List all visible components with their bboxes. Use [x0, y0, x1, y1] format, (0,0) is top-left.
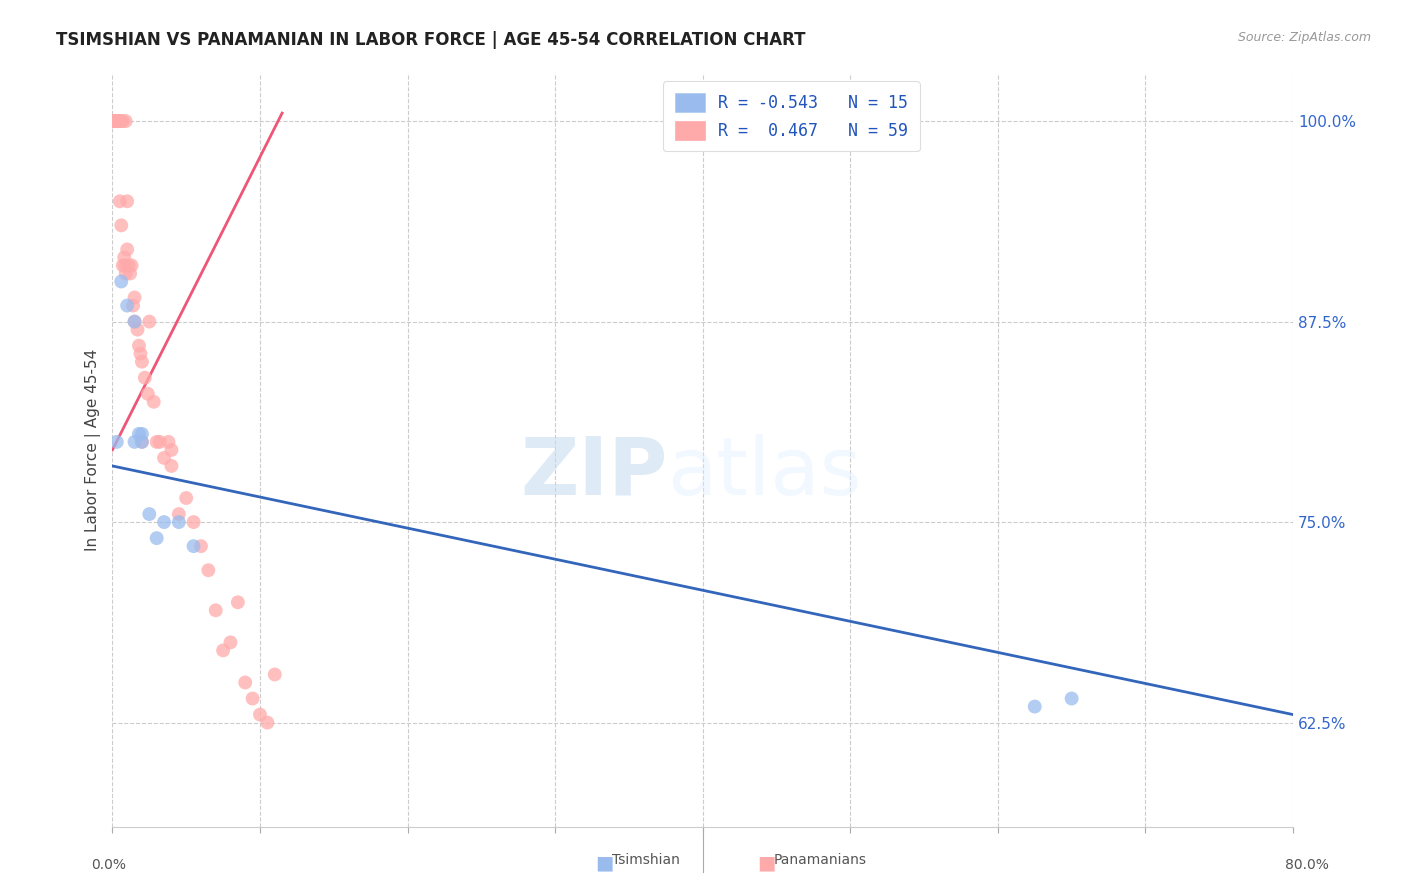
Point: [108, 194, 131, 209]
Point: [190, 539, 212, 553]
Point: [263, 667, 285, 681]
Point: [233, 675, 256, 690]
Point: [183, 515, 205, 529]
Legend: R = -0.543   N = 15, R =  0.467   N = 59: R = -0.543 N = 15, R = 0.467 N = 59: [662, 81, 920, 152]
Point: [120, 267, 142, 281]
Point: [107, 114, 129, 128]
Text: Panamanians: Panamanians: [773, 853, 866, 867]
Point: [128, 426, 150, 441]
Point: [219, 635, 242, 649]
Point: [1024, 699, 1046, 714]
Text: ■: ■: [595, 854, 614, 872]
Point: [131, 354, 153, 368]
Point: [136, 386, 159, 401]
Point: [204, 603, 226, 617]
Point: [197, 563, 219, 577]
Point: [127, 323, 149, 337]
Point: [103, 114, 125, 128]
Point: [111, 114, 134, 128]
Point: [107, 114, 129, 128]
Point: [115, 299, 138, 313]
Point: [153, 450, 176, 465]
Text: TSIMSHIAN VS PANAMANIAN IN LABOR FORCE | AGE 45-54 CORRELATION CHART: TSIMSHIAN VS PANAMANIAN IN LABOR FORCE |…: [56, 31, 806, 49]
Point: [153, 515, 176, 529]
Point: [138, 507, 160, 521]
Point: [157, 434, 180, 449]
Point: [104, 114, 127, 128]
Point: [114, 267, 136, 281]
Point: [1060, 691, 1083, 706]
Point: [112, 251, 135, 265]
Point: [117, 259, 139, 273]
Point: [104, 114, 127, 128]
Point: [226, 595, 249, 609]
Point: [110, 275, 132, 289]
Point: [121, 259, 143, 273]
Point: [249, 707, 271, 722]
Point: [101, 114, 124, 128]
Point: [115, 194, 138, 209]
Point: [142, 394, 165, 409]
Point: [108, 114, 131, 128]
Point: [110, 114, 132, 128]
Text: 0.0%: 0.0%: [91, 858, 127, 872]
Text: 80.0%: 80.0%: [1285, 858, 1329, 872]
Point: [124, 315, 146, 329]
Point: [183, 539, 205, 553]
Point: [124, 291, 146, 305]
Point: [114, 259, 136, 273]
Point: [131, 426, 153, 441]
Point: [131, 434, 153, 449]
Point: [122, 299, 145, 313]
Point: [174, 491, 197, 505]
Point: [160, 442, 183, 457]
Point: [107, 114, 129, 128]
Text: atlas: atlas: [668, 434, 862, 511]
Point: [105, 434, 128, 449]
Text: Source: ZipAtlas.com: Source: ZipAtlas.com: [1237, 31, 1371, 45]
Point: [167, 507, 190, 521]
Point: [128, 339, 150, 353]
Point: [105, 114, 128, 128]
Point: [212, 643, 235, 657]
Point: [134, 370, 156, 384]
Point: [124, 434, 146, 449]
Point: [124, 315, 146, 329]
Point: [105, 114, 128, 128]
Point: [160, 458, 183, 473]
Y-axis label: In Labor Force | Age 45-54: In Labor Force | Age 45-54: [86, 349, 101, 551]
Point: [167, 515, 190, 529]
Point: [145, 434, 167, 449]
Point: [131, 434, 153, 449]
Point: [242, 691, 264, 706]
Text: Tsimshian: Tsimshian: [612, 853, 679, 867]
Point: [145, 531, 167, 545]
Text: ZIP: ZIP: [520, 434, 668, 511]
Point: [115, 243, 138, 257]
Point: [256, 715, 278, 730]
Point: [138, 315, 160, 329]
Point: [114, 114, 136, 128]
Point: [149, 434, 172, 449]
Point: [105, 114, 128, 128]
Point: [110, 219, 132, 233]
Point: [111, 259, 134, 273]
Point: [129, 346, 152, 360]
Point: [104, 114, 127, 128]
Point: [104, 114, 127, 128]
Text: ■: ■: [756, 854, 776, 872]
